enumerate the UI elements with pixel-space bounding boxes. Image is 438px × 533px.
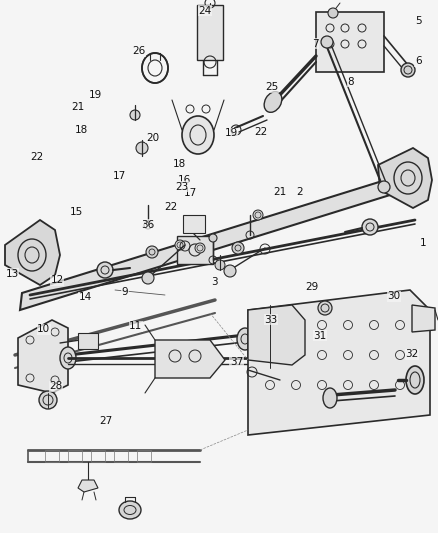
Circle shape bbox=[209, 234, 217, 242]
Bar bbox=[78, 333, 98, 349]
Text: 18: 18 bbox=[173, 159, 186, 169]
Bar bbox=[197, 5, 223, 60]
Circle shape bbox=[232, 242, 244, 254]
Text: 20: 20 bbox=[146, 133, 159, 142]
Text: 23: 23 bbox=[175, 182, 188, 191]
Circle shape bbox=[130, 110, 140, 120]
Circle shape bbox=[378, 181, 390, 193]
Circle shape bbox=[328, 8, 338, 18]
Text: 7: 7 bbox=[312, 39, 319, 49]
Text: 22: 22 bbox=[254, 127, 267, 137]
Polygon shape bbox=[378, 148, 432, 208]
Circle shape bbox=[215, 260, 225, 270]
Text: 10: 10 bbox=[37, 325, 50, 334]
Polygon shape bbox=[248, 305, 305, 365]
Circle shape bbox=[401, 63, 415, 77]
Ellipse shape bbox=[60, 347, 76, 369]
Bar bbox=[137, 450, 151, 462]
Text: 3: 3 bbox=[211, 278, 218, 287]
Circle shape bbox=[321, 36, 333, 48]
Polygon shape bbox=[412, 305, 435, 332]
Ellipse shape bbox=[406, 366, 424, 394]
Text: 36: 36 bbox=[141, 220, 155, 230]
Text: 5: 5 bbox=[415, 17, 422, 26]
Text: 19: 19 bbox=[225, 128, 238, 138]
Text: 26: 26 bbox=[133, 46, 146, 56]
Bar bbox=[91, 450, 105, 462]
Circle shape bbox=[362, 219, 378, 235]
Text: 31: 31 bbox=[313, 331, 326, 341]
Text: 12: 12 bbox=[50, 276, 64, 285]
Circle shape bbox=[142, 272, 154, 284]
Text: 14: 14 bbox=[79, 293, 92, 302]
Polygon shape bbox=[316, 12, 384, 72]
Circle shape bbox=[136, 142, 148, 154]
Text: 15: 15 bbox=[70, 207, 83, 217]
Polygon shape bbox=[248, 290, 430, 435]
Ellipse shape bbox=[264, 92, 282, 112]
Text: 29: 29 bbox=[305, 282, 318, 292]
Bar bbox=[114, 450, 128, 462]
Text: 22: 22 bbox=[31, 152, 44, 162]
Text: 6: 6 bbox=[415, 56, 422, 66]
Text: 27: 27 bbox=[99, 416, 113, 426]
Circle shape bbox=[39, 391, 57, 409]
Text: 1: 1 bbox=[419, 238, 426, 247]
Text: 16: 16 bbox=[177, 175, 191, 184]
Text: 33: 33 bbox=[264, 315, 277, 325]
Text: 19: 19 bbox=[89, 90, 102, 100]
Circle shape bbox=[318, 301, 332, 315]
Polygon shape bbox=[78, 480, 98, 492]
Text: 2: 2 bbox=[297, 187, 304, 197]
Circle shape bbox=[195, 243, 205, 253]
Circle shape bbox=[175, 240, 185, 250]
Ellipse shape bbox=[119, 501, 141, 519]
Text: 28: 28 bbox=[49, 382, 63, 391]
Text: 30: 30 bbox=[388, 292, 401, 301]
Ellipse shape bbox=[237, 328, 253, 350]
Bar bbox=[177, 236, 213, 264]
Ellipse shape bbox=[254, 350, 270, 372]
Ellipse shape bbox=[182, 116, 214, 154]
Text: 8: 8 bbox=[347, 77, 354, 86]
Circle shape bbox=[97, 262, 113, 278]
Text: 32: 32 bbox=[405, 350, 418, 359]
Text: 17: 17 bbox=[113, 171, 126, 181]
Text: 13: 13 bbox=[6, 269, 19, 279]
Text: 17: 17 bbox=[184, 188, 197, 198]
Text: 21: 21 bbox=[71, 102, 85, 111]
Circle shape bbox=[224, 265, 236, 277]
Text: 37: 37 bbox=[230, 358, 243, 367]
Bar bbox=[45, 450, 59, 462]
Polygon shape bbox=[20, 178, 392, 310]
Circle shape bbox=[253, 210, 263, 220]
Polygon shape bbox=[18, 320, 68, 393]
Text: 21: 21 bbox=[274, 187, 287, 197]
Ellipse shape bbox=[323, 388, 337, 408]
Text: 11: 11 bbox=[129, 321, 142, 331]
Text: 24: 24 bbox=[198, 6, 212, 15]
Bar bbox=[68, 450, 82, 462]
Circle shape bbox=[146, 246, 158, 258]
Text: 18: 18 bbox=[74, 125, 88, 135]
Text: 22: 22 bbox=[164, 202, 177, 212]
Text: 25: 25 bbox=[265, 83, 278, 92]
Text: 9: 9 bbox=[121, 287, 128, 296]
Polygon shape bbox=[155, 340, 225, 378]
Polygon shape bbox=[5, 220, 60, 285]
Bar bbox=[183, 215, 205, 233]
